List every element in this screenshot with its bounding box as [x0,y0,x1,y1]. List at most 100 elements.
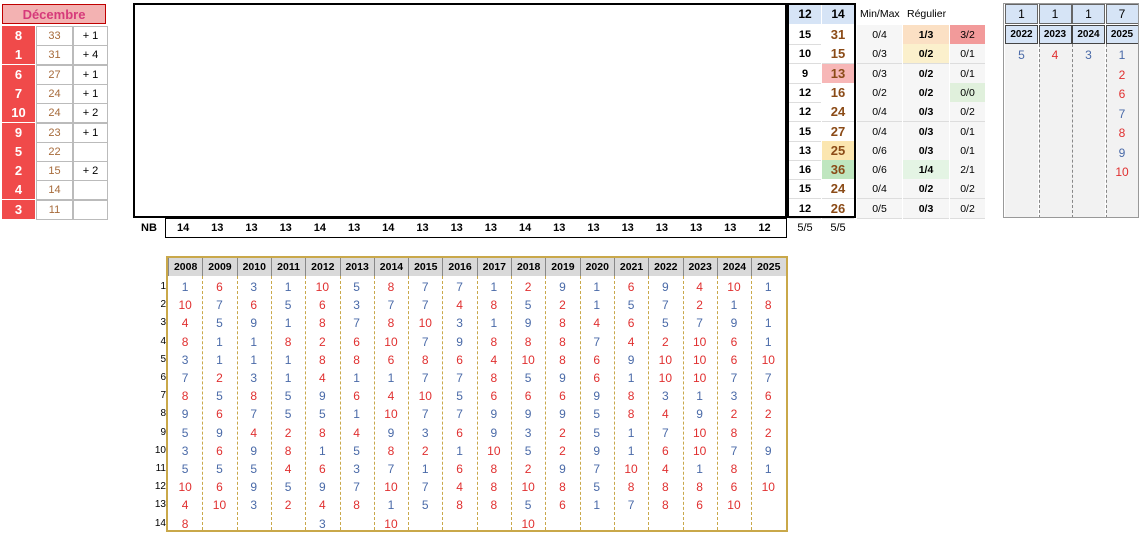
right-top-value: 1 [1005,4,1038,24]
bottom-cell: 5 [353,443,360,458]
bottom-year-header: 2024 [716,258,751,276]
bottom-cell: 5 [593,407,601,422]
bottom-cell: 9 [593,389,601,404]
bottom-cell: 10 [212,498,227,513]
bottom-cell: 10 [418,389,432,404]
bottom-cell: 3 [730,389,738,404]
regulier-value: 0/2 [903,63,949,84]
bottom-cell: 10 [178,480,192,495]
summary-value-a: 16 [789,160,821,181]
bottom-divider [751,276,753,530]
bottom-cell: 1 [764,462,772,476]
bottom-cell: 5 [181,462,189,476]
bottom-cell: 3 [250,498,258,513]
regulier-value: 0/2 [903,44,949,65]
bottom-row-label: 12 [154,481,166,493]
bottom-cell: 2 [661,334,669,349]
minmax-value: 0/4 [857,102,902,123]
bottom-cell: 8 [490,334,498,349]
bottom-cell: 1 [764,280,772,294]
bottom-cell: 6 [764,389,772,404]
ranking-delta [73,199,108,220]
bottom-row-label: 7 [160,390,166,402]
right-year-header: 2024 [1072,25,1105,44]
bottom-cell: 5 [216,389,223,404]
bottom-cell: 8 [490,371,498,385]
bottom-cell: 8 [696,480,703,495]
bottom-cell: 9 [764,443,772,458]
ratio-value: 0/2 [950,179,985,200]
bottom-cell: 6 [216,443,223,458]
bottom-cell: 3 [250,371,258,385]
bottom-cell: 4 [627,334,635,349]
minmax-value: 0/5 [857,198,902,219]
ranking-number: 1 [2,45,35,65]
bottom-row-label: 6 [160,372,166,383]
ranking-row: 1 31 + 4 [2,44,108,66]
right-column [1072,44,1105,218]
bottom-cell: 8 [318,352,326,367]
ranking-number: 5 [2,141,35,161]
bottom-cell: 8 [353,498,360,513]
right-value: 1 [1118,48,1126,62]
bottom-divider [408,276,410,530]
bottom-cell: 1 [490,316,498,331]
bottom-cell: 9 [318,389,326,404]
bottom-cell: 2 [524,280,532,294]
ranking-points: 24 [36,83,73,104]
bottom-cell: 1 [216,334,223,349]
bottom-divider [236,276,238,530]
bottom-cell: 6 [353,334,360,349]
nb-summary-a: 5/5 [797,222,813,234]
nb-value: 13 [416,222,429,234]
bottom-cell: 10 [521,352,535,367]
nb-value: 13 [655,222,669,234]
bottom-cell: 7 [627,498,635,513]
right-value: 3 [1085,48,1092,62]
month-title: Décembre [2,4,106,24]
bottom-cell: 5 [524,371,532,385]
bottom-cell: 1 [284,352,292,367]
right-top-value: 1 [1038,4,1072,24]
summary-value-b: 13 [822,63,854,84]
bottom-cell: 3 [318,516,326,531]
bottom-cell: 1 [593,298,601,313]
right-divider [1072,44,1073,218]
ranking-delta [73,180,108,201]
bottom-row-label: 13 [154,499,166,511]
bottom-cell: 6 [387,352,395,367]
bottom-cell: 4 [250,425,258,440]
bottom-cell: 5 [181,425,189,440]
bottom-cell: 10 [624,462,638,476]
bottom-cell: 8 [421,352,429,367]
ranking-number: 4 [2,180,35,200]
bottom-divider [202,276,204,530]
bottom-cell: 7 [593,334,601,349]
bottom-cell: 5 [593,480,601,495]
ranking-row: 8 33 + 1 [2,25,108,46]
bottom-cell: 9 [559,462,566,476]
right-value: 5 [1018,48,1025,62]
bottom-cell: 6 [456,352,463,367]
bottom-cell: 8 [661,480,669,495]
summary-value-b: 16 [822,82,854,103]
bottom-cell: 9 [318,480,326,495]
bottom-cell: 8 [181,334,189,349]
right-value: 9 [1118,145,1126,160]
ranking-number: 2 [2,161,35,181]
bottom-cell: 8 [353,352,360,367]
minmax-value: 0/3 [857,44,902,65]
bottom-cell: 6 [216,407,223,422]
bottom-cell: 5 [627,298,635,313]
nb-value: 13 [450,222,463,234]
bottom-cell: 7 [661,425,669,440]
minmax-value: 0/2 [857,82,902,103]
bottom-cell: 8 [661,498,669,513]
regulier-value: 0/3 [903,102,949,123]
regulier-value: 0/2 [903,82,949,103]
bottom-cell: 6 [456,425,463,440]
bottom-cell: 2 [318,334,326,349]
bottom-cell: 5 [216,462,223,476]
right-year-header: 2023 [1038,25,1072,44]
bottom-cell: 10 [178,298,192,313]
